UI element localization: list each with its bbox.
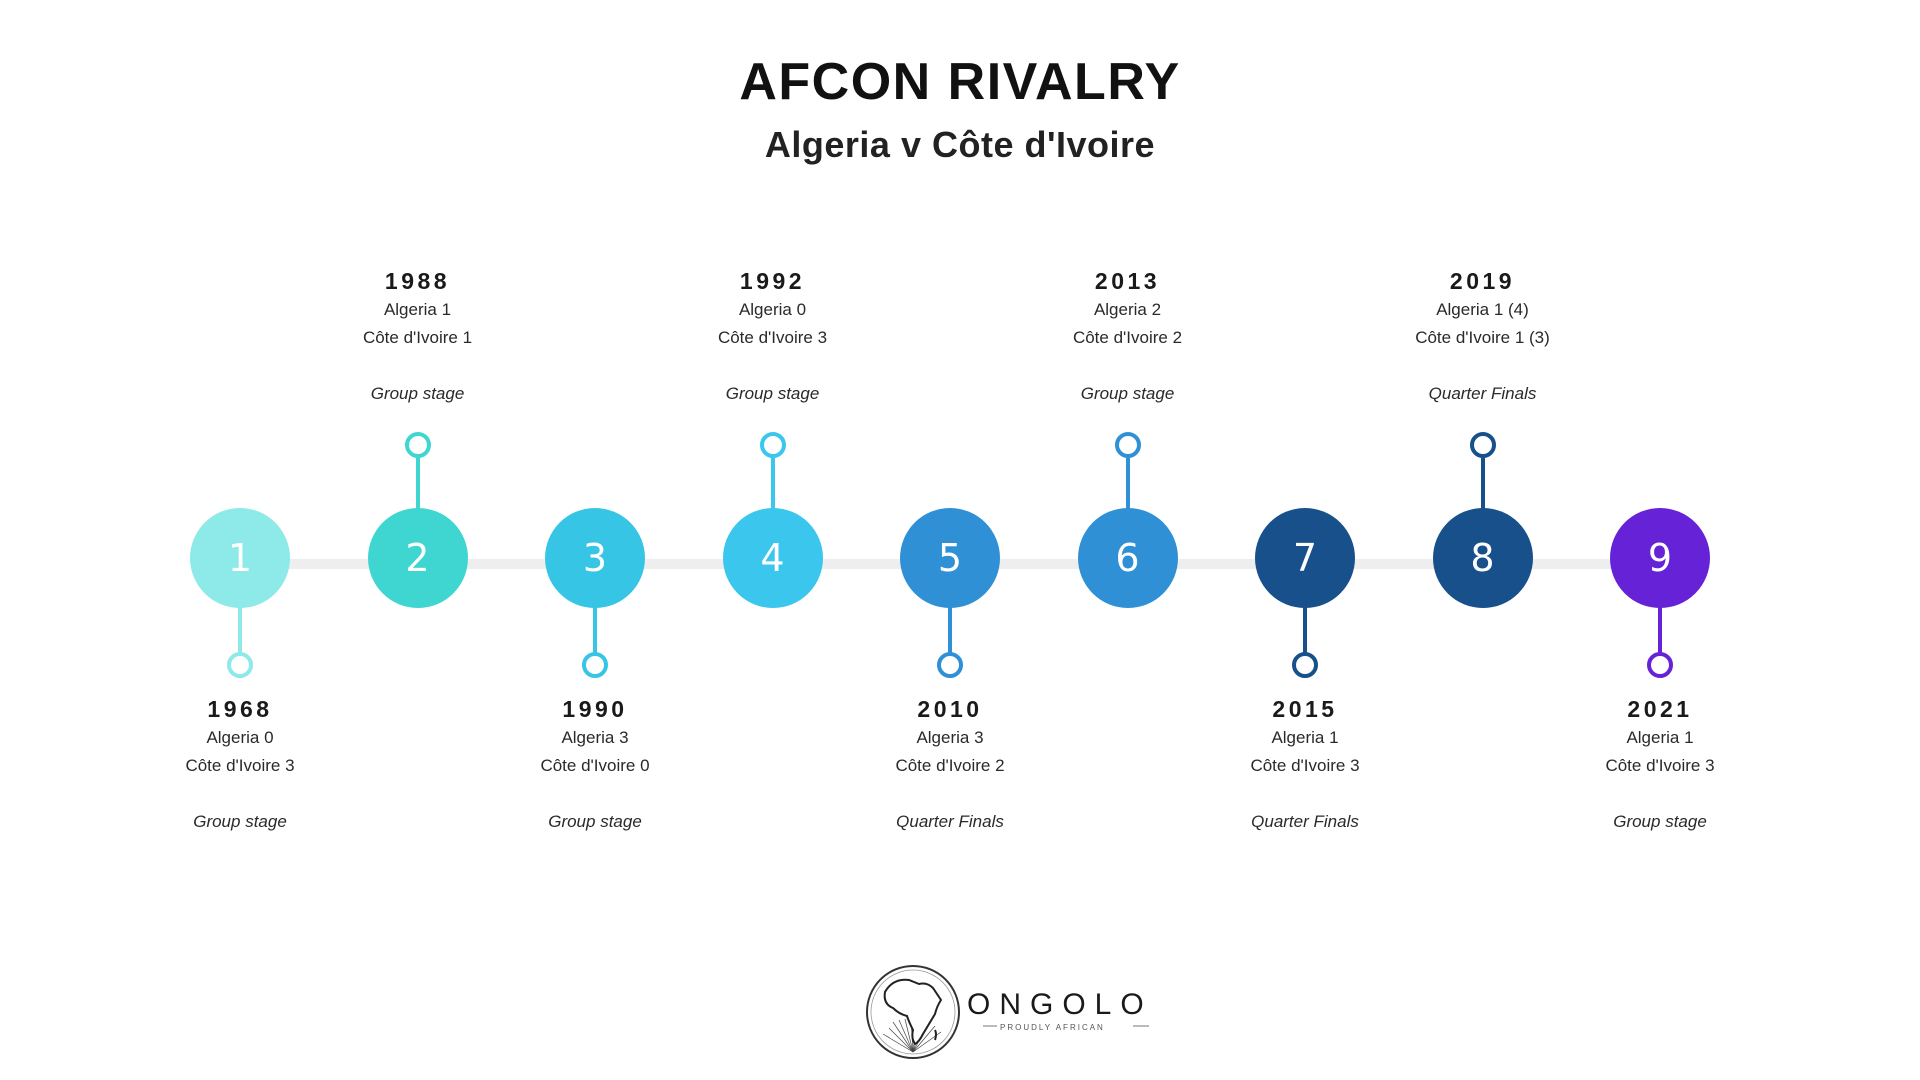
match-info: 2015 Algeria 1 Côte d'Ivoire 3 Quarter Fina… <box>1175 694 1435 836</box>
spacer <box>643 352 903 380</box>
match-score-algeria: Algeria 3 <box>916 728 984 747</box>
match-stage: Quarter Finals <box>896 812 1004 831</box>
match-score-ivory-coast: Côte d'Ivoire 1 <box>362 328 473 347</box>
match-stage: Group stage <box>370 384 465 403</box>
spacer <box>1175 780 1435 808</box>
match-year: 2019 <box>1449 268 1516 294</box>
match-score-ivory-coast: Côte d'Ivoire 2 <box>895 756 1005 775</box>
match-info: 2010 Algeria 3 Côte d'Ivoire 2 Quarter Fina… <box>820 694 1080 836</box>
match-stage: Group stage <box>1080 384 1175 403</box>
match-stage: Quarter Finals <box>1428 384 1537 403</box>
timeline-marker-ring <box>937 652 963 678</box>
match-info: 1990 Algeria 3 Côte d'Ivoire 0 Group stage <box>465 694 725 836</box>
match-score-ivory-coast: Côte d'Ivoire 3 <box>185 756 295 775</box>
match-year: 2010 <box>917 696 983 722</box>
timeline-connector <box>1303 606 1307 658</box>
brand-tagline: PROUDLY AFRICAN <box>1000 1023 1105 1032</box>
africa-globe-icon <box>866 965 1149 1059</box>
match-year: 2015 <box>1272 696 1338 722</box>
timeline-marker-ring <box>1647 652 1673 678</box>
match-info: 1992 Algeria 0 Côte d'Ivoire 3 Group stage <box>643 266 903 408</box>
match-info: 1968 Algeria 0 Côte d'Ivoire 3 Group stage <box>110 694 370 836</box>
match-score-ivory-coast: Côte d'Ivoire 2 <box>1072 328 1183 347</box>
timeline-node-8: 8 <box>1432 508 1533 608</box>
match-score-algeria: Algeria 3 <box>561 728 629 747</box>
spacer <box>465 780 725 808</box>
timeline-node-7: 7 <box>1255 508 1355 608</box>
spacer <box>110 780 370 808</box>
match-info: 2019 Algeria 1 (4) Côte d'Ivoire 1 (3) Quar… <box>1353 266 1613 408</box>
timeline-connector <box>1480 458 1485 510</box>
timeline-marker-ring <box>227 652 253 678</box>
match-score-algeria: Algeria 0 <box>206 728 274 747</box>
timeline-connector <box>415 458 420 510</box>
timeline-marker-ring <box>759 432 786 458</box>
match-info: 2021 Algeria 1 Côte d'Ivoire 3 Group stage <box>1530 694 1790 836</box>
timeline-marker-ring <box>404 432 431 458</box>
timeline-node-1: 1 <box>190 508 290 608</box>
match-score-algeria: Algeria 1 <box>383 300 452 319</box>
spacer <box>820 780 1080 808</box>
match-score-ivory-coast: Côte d'Ivoire 3 <box>717 328 828 347</box>
page-title: AFCON RIVALRY <box>739 53 1181 111</box>
match-score-algeria: Algeria 1 <box>1271 728 1339 747</box>
timeline-marker-ring <box>1469 432 1496 458</box>
timeline-node-2: 2 <box>367 508 468 608</box>
match-score-ivory-coast: Côte d'Ivoire 3 <box>1250 756 1360 775</box>
spacer <box>998 352 1258 380</box>
match-stage: Group stage <box>193 812 287 831</box>
timeline-marker-ring <box>582 652 608 678</box>
match-info: 1988 Algeria 1 Côte d'Ivoire 1 Group stage <box>288 266 548 408</box>
match-stage: Group stage <box>548 812 642 831</box>
timeline-marker-ring <box>1114 432 1141 458</box>
timeline-connector <box>593 606 597 658</box>
match-year: 2013 <box>1094 268 1161 294</box>
timeline-node-5: 5 <box>900 508 1000 608</box>
match-score-algeria: Algeria 1 <box>1626 728 1694 747</box>
match-year: 2021 <box>1627 696 1693 722</box>
match-score-ivory-coast: Côte d'Ivoire 3 <box>1605 756 1715 775</box>
timeline-node-4: 4 <box>722 508 823 608</box>
timeline-connector <box>1658 606 1662 658</box>
timeline-marker-ring <box>1292 652 1318 678</box>
timeline-connector <box>948 606 952 658</box>
timeline-node-9: 9 <box>1610 508 1710 608</box>
match-year: 1988 <box>384 268 451 294</box>
timeline-node-6: 6 <box>1077 508 1178 608</box>
match-score-algeria: Algeria 1 (4) <box>1436 300 1529 319</box>
match-year: 1992 <box>739 268 806 294</box>
spacer <box>288 352 548 380</box>
spacer <box>1353 352 1613 380</box>
timeline-connector <box>1125 458 1130 510</box>
brand-name: ONGOLO <box>967 988 1153 1021</box>
timeline-connector <box>770 458 775 510</box>
match-stage: Group stage <box>725 384 820 403</box>
timeline-node-3: 3 <box>545 508 645 608</box>
match-stage: Group stage <box>1613 812 1707 831</box>
page-subtitle: Algeria v Côte d'Ivoire <box>764 124 1156 165</box>
match-info: 2013 Algeria 2 Côte d'Ivoire 2 Group stage <box>998 266 1258 408</box>
match-score-ivory-coast: Côte d'Ivoire 0 <box>540 756 650 775</box>
match-score-algeria: Algeria 2 <box>1093 300 1162 319</box>
match-year: 1968 <box>207 696 273 722</box>
spacer <box>1530 780 1790 808</box>
timeline-connector <box>238 606 242 658</box>
match-stage: Quarter Finals <box>1251 812 1359 831</box>
match-score-algeria: Algeria 0 <box>738 300 807 319</box>
match-year: 1990 <box>562 696 628 722</box>
match-score-ivory-coast: Côte d'Ivoire 1 (3) <box>1415 328 1550 347</box>
